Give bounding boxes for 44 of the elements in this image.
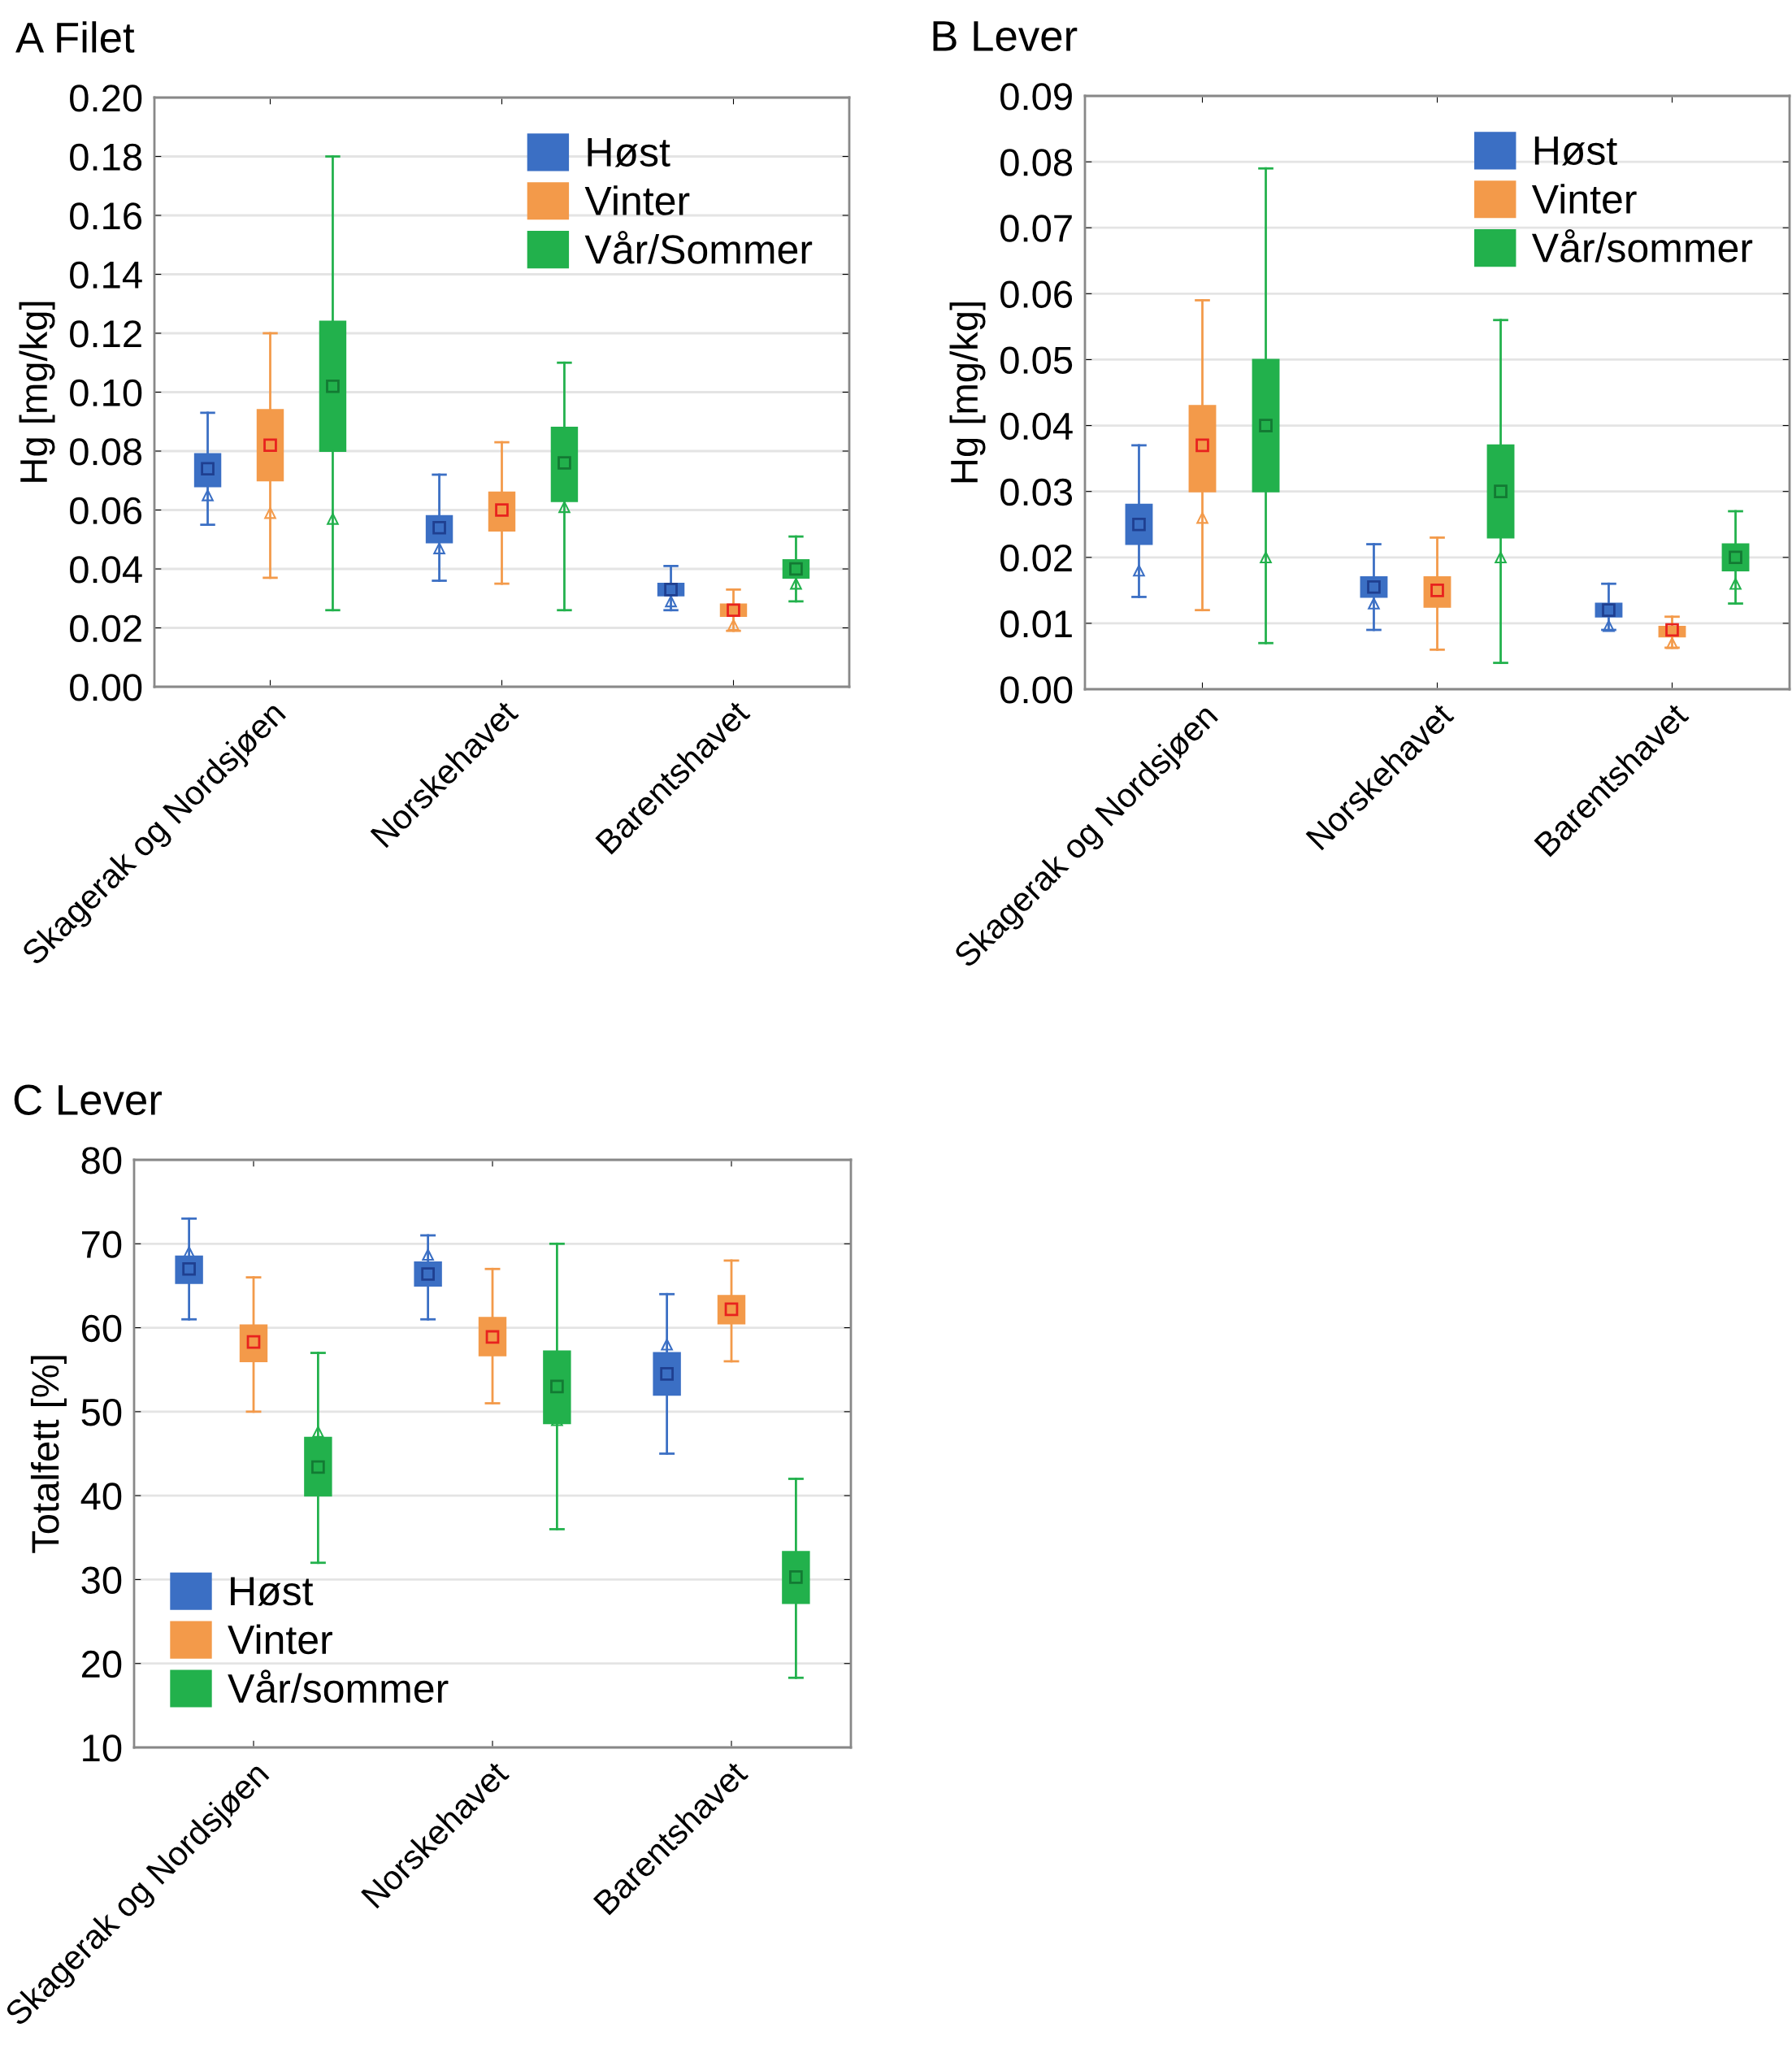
y-tick-label: 70 [82,1231,122,1258]
y-tick-label: 10 [83,1734,122,1762]
y-tick-label: 60 [81,1314,122,1343]
legend-label: Vår/Sommer [584,230,813,264]
y-tick-label: 0.20 [70,85,142,112]
y-axis-title: Hg [mg/kg] [19,302,55,482]
legend-label: Høst [1534,137,1617,166]
y-tick-label: 20 [81,1650,122,1678]
y-tick-label: 0.18 [70,143,142,171]
y-tick-label: 0.03 [1000,478,1073,506]
y-tick-label: 0.16 [70,202,142,230]
legend-label: Høst [231,1577,314,1606]
y-axis-title: Hg [mg/kg] [949,302,986,483]
y-tick-label: 0.07 [1000,215,1072,242]
legend-label: Vinter [228,1624,332,1655]
y-tick-label: 0.08 [70,438,142,466]
y-tick-label: 0.00 [1000,676,1073,704]
y-tick-label: 0.10 [70,379,142,407]
y-tick-label: 40 [80,1482,122,1510]
y-tick-label: 0.00 [70,674,142,701]
y-tick-label: 0.02 [70,614,141,643]
legend-label: Vår/sommer [1531,228,1753,263]
chart-title: B Lever [933,21,1078,51]
y-tick-label: 0.04 [70,556,142,584]
legend-label: Vinter [584,185,690,215]
y-tick-label: 0.12 [70,320,141,348]
y-tick-label: 0.06 [70,497,142,525]
y-tick-label: 0.01 [1000,610,1072,638]
y-tick-label: 30 [81,1566,122,1594]
y-tick-label: 0.05 [1000,346,1073,375]
chart-title: C Lever [14,1084,162,1115]
y-tick-label: 50 [81,1398,122,1426]
y-tick-label: 0.08 [1000,149,1073,176]
y-tick-label: 0.09 [1000,83,1072,111]
y-tick-label: 0.02 [1000,544,1072,572]
legend-label: Høst [588,138,670,167]
y-tick-label: 0.06 [1000,280,1073,308]
legend-label: Vår/sommer [228,1669,449,1704]
y-tick-label: 0.04 [1000,412,1073,441]
y-axis-title: Totalfett [%] [30,1356,67,1553]
y-tick-label: 80 [81,1147,122,1174]
chart-title: A Filet [15,21,135,53]
legend-label: Vinter [1531,184,1637,214]
y-tick-label: 0.14 [70,261,142,289]
